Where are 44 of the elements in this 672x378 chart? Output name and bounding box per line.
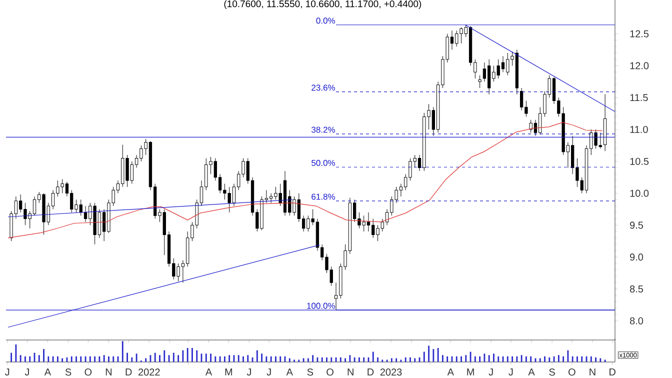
x-tick-label: J xyxy=(266,368,271,376)
x-tick-label: J xyxy=(246,368,251,376)
series-label: 38.2% xyxy=(312,126,336,133)
series-label: 0.0% xyxy=(316,18,336,24)
x-tick-label: O xyxy=(84,368,92,376)
x-tick-label: J xyxy=(24,368,29,376)
chart-title: (10.7600, 11.5550, 10.6600, 11.1700, +0.4400) xyxy=(224,0,422,10)
y-tick-label: 12.0 xyxy=(630,62,649,70)
x-tick-label: 2022 xyxy=(138,368,160,376)
y-tick-label: 10.5 xyxy=(630,158,649,165)
y-tick-label: 10.0 xyxy=(630,190,649,197)
series-label: 100.0% xyxy=(307,302,336,309)
y-tick-label: 9.5 xyxy=(630,222,644,229)
y-tick-label: 8.0 xyxy=(630,317,644,324)
x-tick-label: J xyxy=(4,368,10,376)
x-tick-label: A xyxy=(44,368,52,376)
x-tick-label: J xyxy=(488,368,493,376)
x-tick-label: N xyxy=(106,368,112,376)
x-tick-label: N xyxy=(590,368,596,376)
x-tick-label: M xyxy=(467,368,474,376)
x-tick-label: D xyxy=(126,368,132,376)
y-tick-label: 9.0 xyxy=(630,254,644,261)
x-tick-label: A xyxy=(447,368,454,376)
x-tick-label: A xyxy=(528,368,535,376)
x-tick-label: A xyxy=(286,368,293,376)
x-tick-label: 2023 xyxy=(380,368,402,376)
series-label: 50.0% xyxy=(312,160,336,166)
series-label: 61.8% xyxy=(312,194,336,200)
x-tick-label: N xyxy=(348,368,354,376)
y-tick-label: 12.5 xyxy=(630,30,649,38)
x-tick-label: D xyxy=(368,368,374,376)
x-tick-label: J xyxy=(508,368,513,376)
x-tick-label: A xyxy=(205,368,212,376)
y-tick-label: 11.0 xyxy=(630,126,648,134)
x-tick-label: S xyxy=(549,368,555,376)
x-tick-label: M xyxy=(225,368,232,376)
x-tick-label: D xyxy=(610,368,616,376)
y-tick-label: 11.5 xyxy=(630,94,648,102)
x-tick-label: S xyxy=(65,368,72,376)
y-tick-label: 8.5 xyxy=(630,285,644,293)
x-tick-label: O xyxy=(568,368,576,376)
x-tick-label: O xyxy=(326,368,334,376)
x-tick-label: S xyxy=(307,368,314,376)
series-label: 23.6% xyxy=(312,84,336,91)
